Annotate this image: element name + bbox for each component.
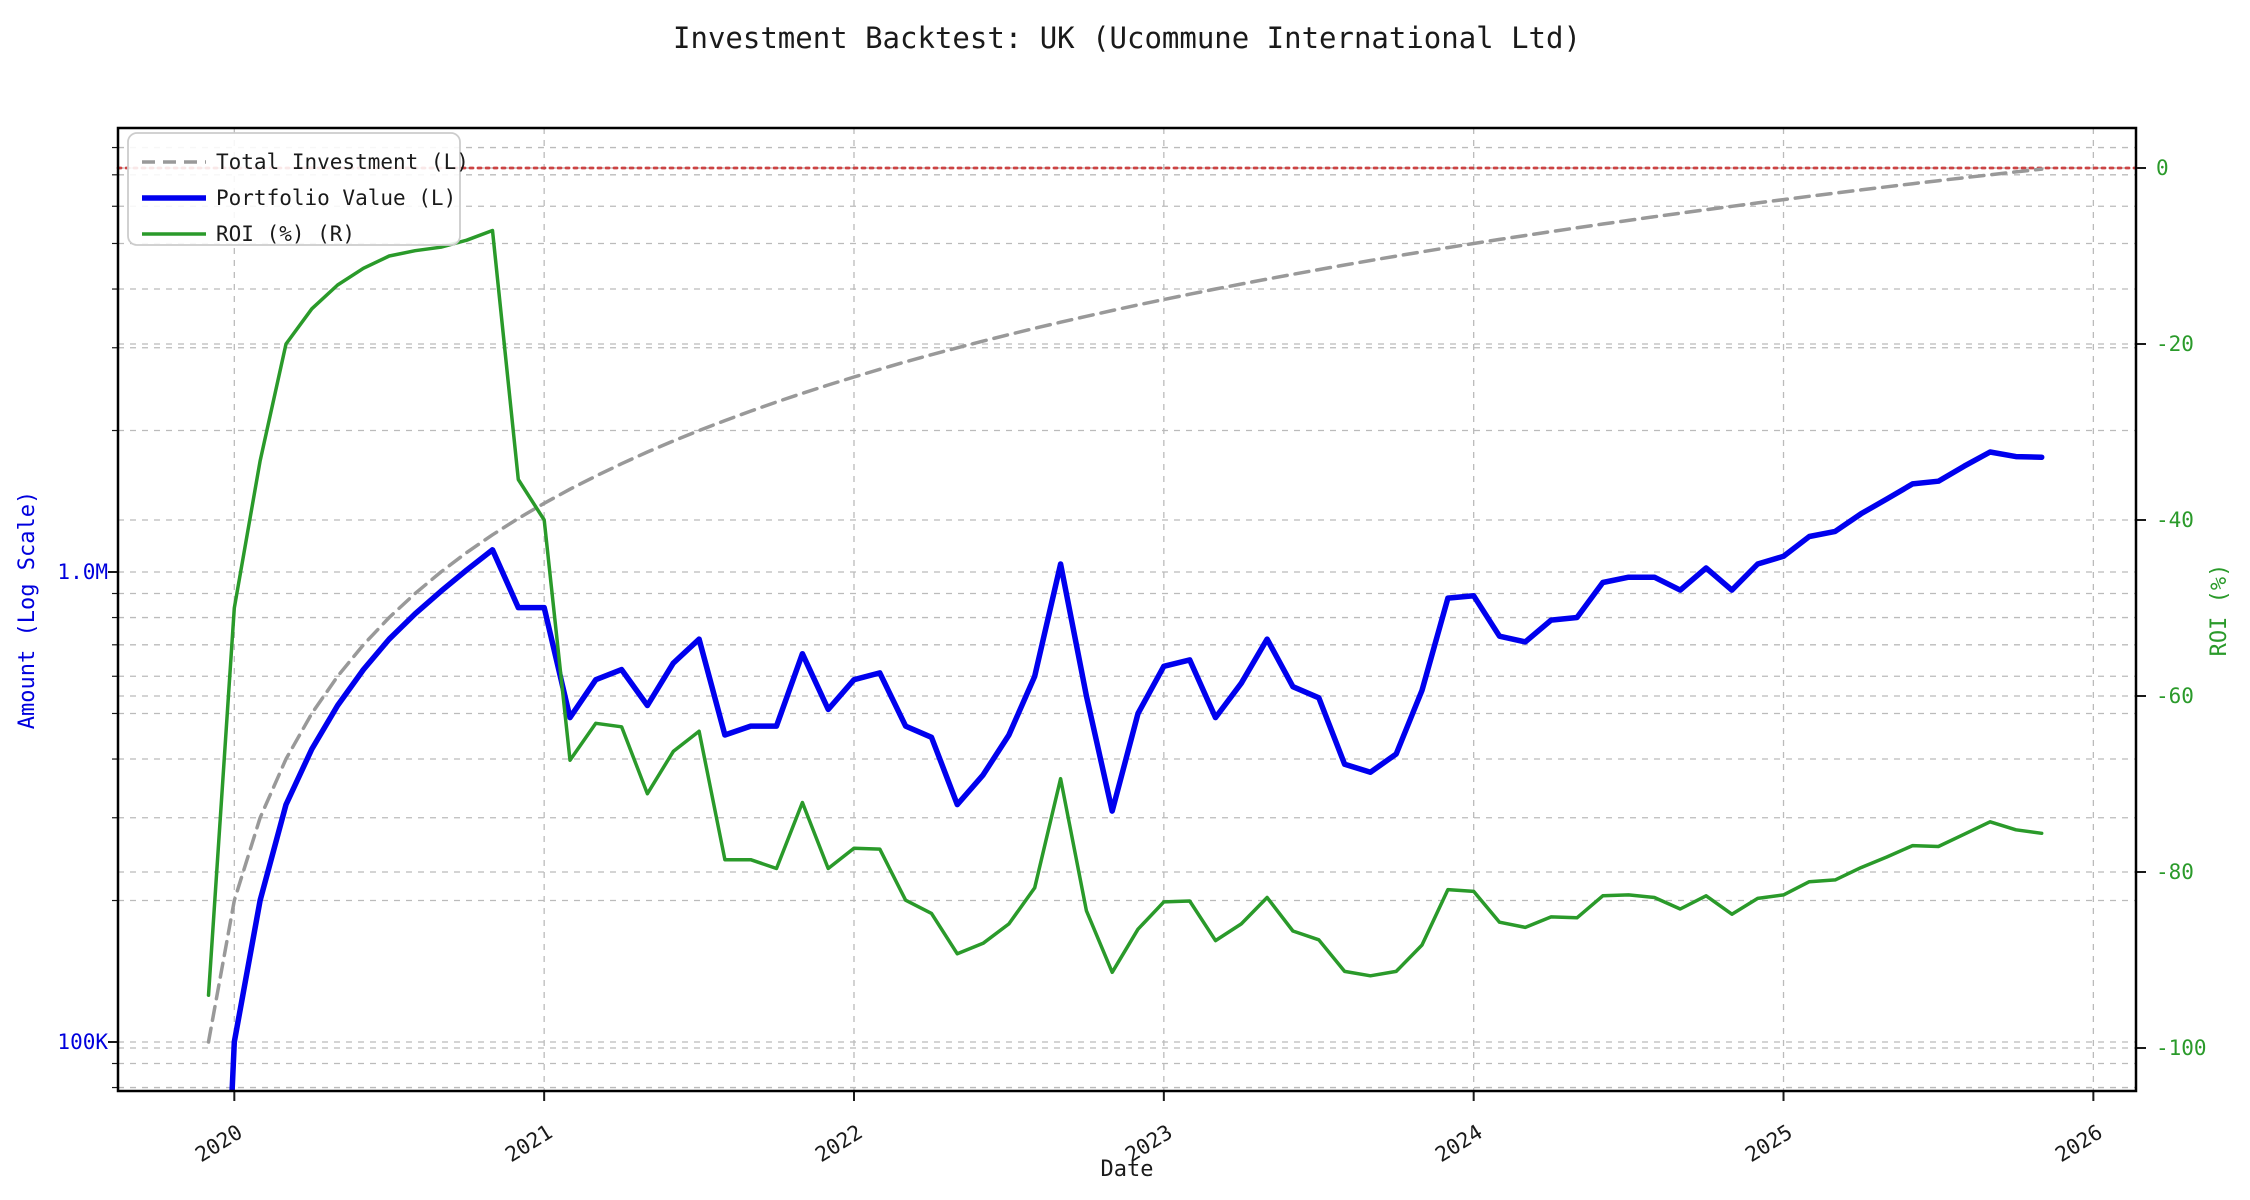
right-y-axis-label: ROI (%)	[2207, 564, 2232, 657]
right-tick-60: -60	[2156, 684, 2194, 708]
chart-title: Investment Backtest: UK (Ucommune Intern…	[673, 21, 1581, 55]
right-tick-100: -100	[2156, 1036, 2207, 1060]
legend-label-roi: ROI (%) (R)	[216, 222, 355, 246]
left-tick-100K: 100K	[57, 1030, 108, 1054]
left-tick-1M: 1.0M	[57, 560, 108, 584]
x-tick-2026: 2026	[2051, 1120, 2107, 1167]
series-roi	[206, 228, 2044, 997]
right-tick-40: -40	[2156, 508, 2194, 532]
plot-border	[116, 126, 2138, 1093]
x-tick-2024: 2024	[1431, 1120, 1487, 1167]
legend-label-total-investment: Total Investment (L)	[216, 150, 469, 174]
plot-area	[108, 126, 2146, 1101]
legend-label-portfolio-value: Portfolio Value (L)	[216, 186, 456, 210]
x-tick-2021: 2021	[501, 1120, 557, 1167]
x-axis-label: Date	[1101, 1157, 1154, 1182]
x-tick-2025: 2025	[1741, 1120, 1797, 1167]
right-tick-20: -20	[2156, 332, 2194, 356]
axis-ticks	[108, 146, 2146, 1101]
left-y-axis-label: Amount (Log Scale)	[15, 491, 40, 729]
right-tick-80: -80	[2156, 860, 2194, 884]
x-tick-2020: 2020	[191, 1120, 247, 1167]
series-portfolio-value	[229, 449, 2045, 1091]
legend-box	[127, 132, 461, 246]
series-total-investment	[206, 167, 2044, 1044]
legend: Total Investment (L) Portfolio Value (L)…	[127, 132, 469, 246]
x-tick-2022: 2022	[811, 1120, 867, 1167]
right-tick-0: 0	[2156, 156, 2169, 180]
